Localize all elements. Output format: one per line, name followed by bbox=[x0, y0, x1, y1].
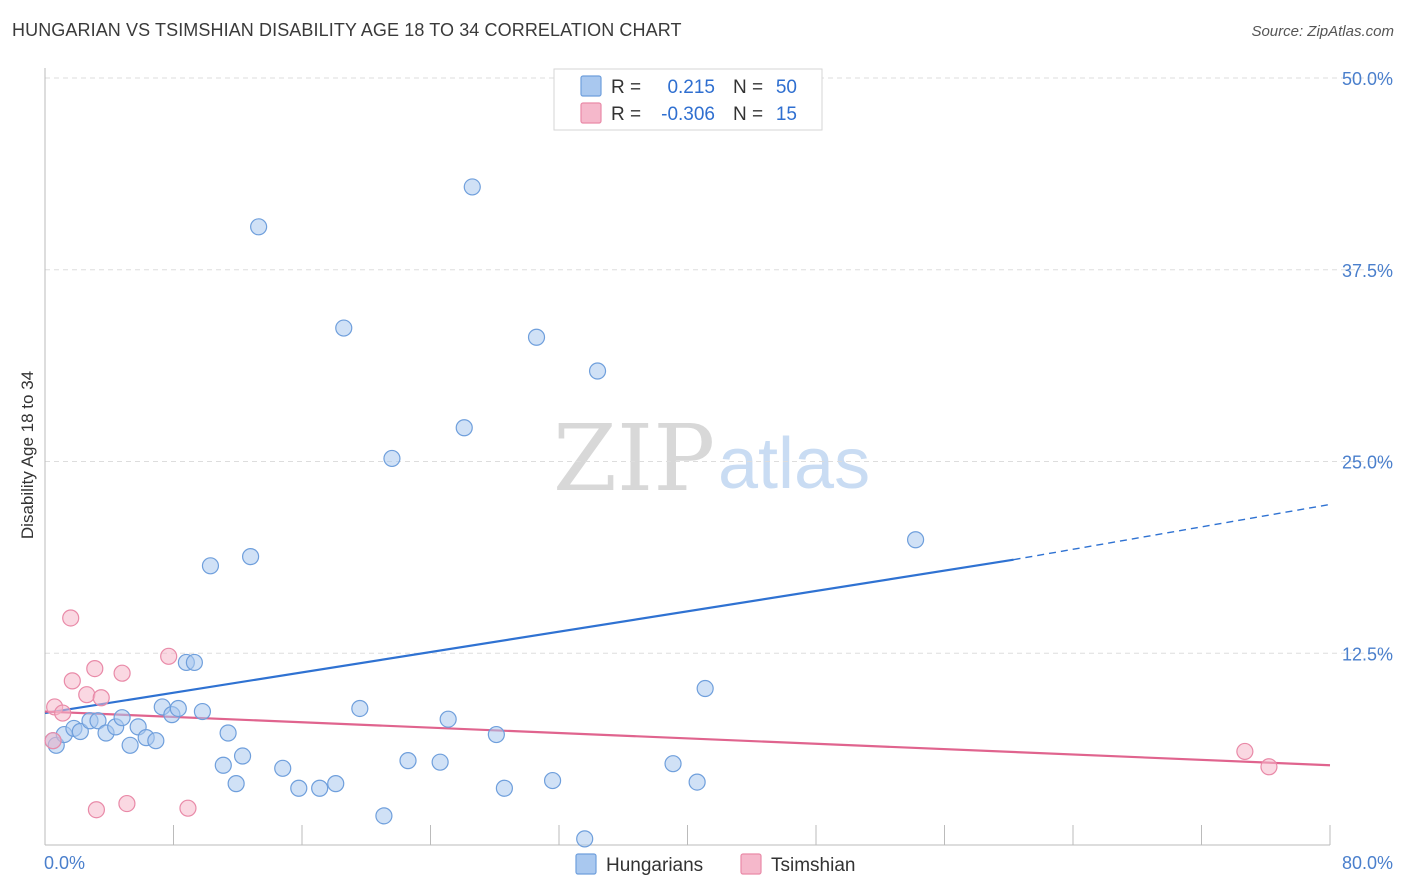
bottom-legend-hungarians: Hungarians bbox=[606, 855, 703, 876]
data-points bbox=[44, 178, 1278, 848]
hungarians-point bbox=[71, 722, 89, 741]
hungarians-point bbox=[274, 759, 292, 777]
hungarians-point bbox=[576, 830, 594, 848]
hungarians-point bbox=[383, 449, 401, 468]
legend-swatch-hungarians bbox=[580, 75, 602, 97]
tsimshian-point bbox=[62, 609, 80, 627]
hungarians-point bbox=[214, 756, 232, 774]
hungarians-point bbox=[113, 709, 131, 727]
y-tick-label: 25.0% bbox=[1342, 453, 1393, 473]
hungarians-point bbox=[169, 699, 187, 718]
x-tick-label: 80.0% bbox=[1342, 853, 1393, 873]
tsimshian-point bbox=[54, 704, 72, 722]
hungarians-point bbox=[696, 679, 714, 698]
hungarians-point bbox=[250, 218, 268, 236]
tsimshian-point bbox=[1260, 758, 1278, 776]
hungarians-point bbox=[487, 725, 505, 744]
hungarians-point bbox=[688, 773, 706, 791]
legend-n-value: 15 bbox=[776, 104, 797, 125]
hungarians-point bbox=[375, 807, 393, 825]
hungarians-point bbox=[543, 771, 562, 790]
tsimshian-point bbox=[92, 689, 110, 707]
legend-r-label: R = bbox=[611, 104, 641, 125]
hungarians-point bbox=[399, 752, 417, 770]
tsimshian-point bbox=[118, 794, 136, 813]
watermark: ZIP atlas bbox=[553, 405, 870, 512]
hungarians-trend-line bbox=[44, 558, 1014, 715]
bottom-legend-swatch-hungarians bbox=[575, 853, 597, 875]
x-tick-label: 0.0% bbox=[44, 853, 85, 873]
hungarians-point bbox=[121, 736, 139, 754]
legend-n-label: N = bbox=[733, 77, 763, 98]
source-credit: Source: ZipAtlas.com bbox=[1251, 23, 1394, 40]
y-axis-label: Disability Age 18 to 34 bbox=[18, 371, 37, 539]
hungarians-point bbox=[906, 531, 925, 549]
hungarians-point bbox=[588, 362, 607, 380]
legend-swatch-tsimshian bbox=[580, 102, 602, 124]
hungarians-point bbox=[527, 328, 546, 346]
legend-r-label: R = bbox=[611, 77, 641, 98]
tsimshian-point bbox=[113, 664, 131, 682]
watermark-atlas: atlas bbox=[718, 424, 870, 504]
hungarians-trend-extension bbox=[1013, 503, 1331, 561]
hungarians-point bbox=[201, 557, 220, 575]
legend-r-value: -0.306 bbox=[661, 104, 715, 125]
tsimshian-point bbox=[86, 659, 104, 678]
chart-title: HUNGARIAN VS TSIMSHIAN DISABILITY AGE 18… bbox=[12, 20, 682, 40]
tsimshian-point bbox=[44, 732, 62, 750]
tsimshian-point bbox=[1236, 742, 1254, 761]
grid-lines bbox=[45, 77, 1395, 654]
hungarians-point bbox=[351, 699, 369, 718]
tsimshian-point bbox=[87, 801, 106, 819]
hungarians-point bbox=[193, 702, 212, 721]
tsimshian-trend-line bbox=[44, 710, 1331, 767]
hungarians-point bbox=[233, 747, 252, 765]
tsimshian-point bbox=[160, 647, 178, 665]
hungarians-point bbox=[439, 710, 457, 728]
hungarians-point bbox=[335, 319, 353, 337]
correlation-legend: R = 0.215 N = 50 R = -0.306 N = 15 bbox=[553, 68, 823, 131]
hungarians-point bbox=[327, 775, 345, 793]
hungarians-point bbox=[664, 755, 682, 773]
hungarians-point bbox=[147, 732, 165, 750]
hungarians-point bbox=[242, 548, 260, 566]
legend-n-value: 50 bbox=[776, 77, 797, 98]
hungarians-point bbox=[185, 653, 203, 672]
tsimshian-point bbox=[63, 672, 81, 690]
hungarians-point bbox=[219, 724, 237, 742]
legend-n-label: N = bbox=[733, 104, 763, 125]
hungarians-point bbox=[463, 178, 481, 196]
hungarians-point bbox=[495, 779, 513, 797]
hungarians-point bbox=[290, 779, 308, 797]
hungarians-point bbox=[227, 775, 245, 793]
bottom-legend-swatch-tsimshian bbox=[740, 853, 762, 875]
tick-labels: 12.5% 25.0% 37.5% 50.0% 0.0% 80.0% bbox=[44, 69, 1393, 873]
tsimshian-point bbox=[179, 799, 197, 817]
legend-r-value: 0.215 bbox=[667, 77, 715, 98]
axes bbox=[44, 68, 1331, 846]
hungarians-point bbox=[455, 419, 473, 437]
trend-lines bbox=[44, 503, 1331, 767]
watermark-zip: ZIP bbox=[553, 405, 715, 512]
bottom-legend-tsimshian: Tsimshian bbox=[771, 855, 855, 876]
series-legend: Hungarians Tsimshian bbox=[575, 853, 855, 876]
hungarians-point bbox=[311, 779, 329, 797]
tsimshian-point bbox=[78, 686, 96, 704]
hungarians-point bbox=[431, 753, 449, 771]
hungarians-point bbox=[89, 712, 107, 730]
y-tick-label: 50.0% bbox=[1342, 69, 1393, 89]
y-tick-label: 12.5% bbox=[1342, 644, 1393, 664]
y-tick-label: 37.5% bbox=[1342, 261, 1393, 281]
